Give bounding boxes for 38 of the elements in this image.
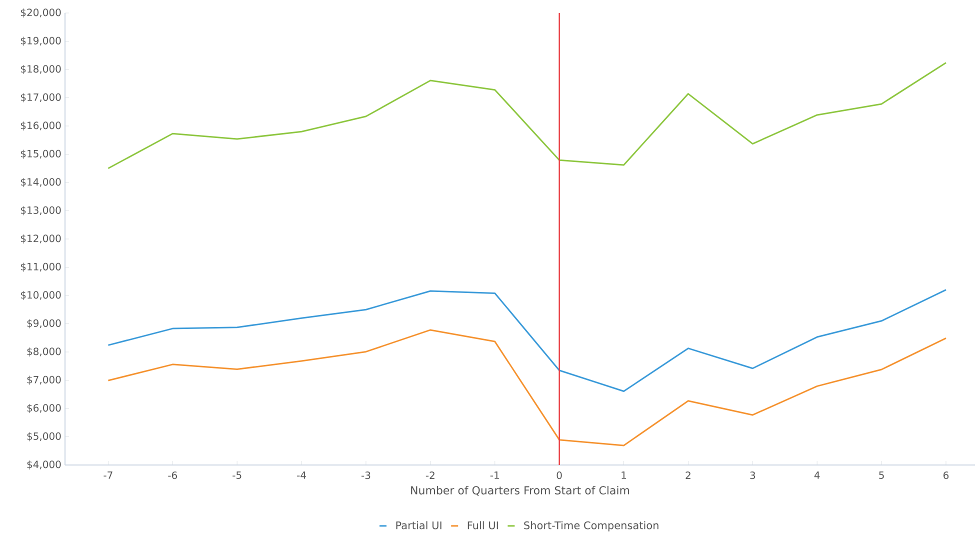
y-tick-label: $20,000 xyxy=(20,8,61,18)
line-series xyxy=(107,329,947,446)
y-tick-label: $13,000 xyxy=(20,206,61,216)
y-tick-label: $16,000 xyxy=(20,121,61,131)
y-tick-label: $5,000 xyxy=(27,432,61,442)
legend-label: Partial UI xyxy=(396,521,442,530)
legend-label: Full UI xyxy=(468,521,498,530)
legend-label: Short-Time Compensation xyxy=(524,521,658,532)
y-tick-label: $15,000 xyxy=(20,150,61,159)
y-tick-label: $17,000 xyxy=(20,93,61,102)
y-tick-label: $9,000 xyxy=(27,319,61,328)
line-series xyxy=(107,62,947,170)
y-tick-label: $4,000 xyxy=(27,460,61,470)
x-tick-label: -5 xyxy=(232,472,242,479)
y-tick-label: $14,000 xyxy=(20,178,61,188)
x-tick-label: 6 xyxy=(944,472,949,480)
x-tick-label: -4 xyxy=(297,472,306,479)
y-tick-label: $18,000 xyxy=(20,64,61,74)
x-tick-label: 3 xyxy=(750,472,756,480)
x-tick-label: 1 xyxy=(622,472,626,479)
x-tick-label: 2 xyxy=(686,472,690,479)
line-series xyxy=(107,289,947,392)
x-tick-label: -7 xyxy=(104,472,112,479)
x-tick-label: -3 xyxy=(361,472,370,480)
x-tick-label: -6 xyxy=(168,472,177,480)
y-tick-label: $7,000 xyxy=(27,376,61,385)
y-tick-label: $10,000 xyxy=(20,290,61,300)
x-tick-label: -1 xyxy=(490,472,499,479)
x-tick-label: 5 xyxy=(879,472,884,479)
x-tick-label: 4 xyxy=(814,472,820,479)
x-axis-title: Number of Quarters From Start of Claim xyxy=(411,486,630,496)
y-tick-label: $12,000 xyxy=(20,234,61,244)
y-tick-label: $11,000 xyxy=(20,262,61,272)
y-tick-label: $19,000 xyxy=(20,36,61,46)
x-tick-label: 0 xyxy=(556,472,562,480)
y-tick-label: $6,000 xyxy=(27,404,61,414)
y-tick-label: $8,000 xyxy=(27,347,61,357)
x-tick-label: -2 xyxy=(426,472,434,479)
